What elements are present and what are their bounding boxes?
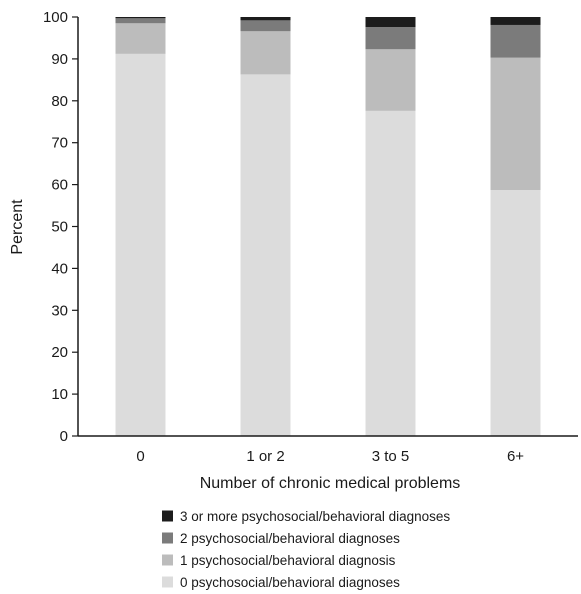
legend-label: 3 or more psychosocial/behavioral diagno… [180, 509, 450, 524]
y-axis-title: Percent [9, 199, 26, 255]
bar-segment [115, 18, 166, 24]
bar-segment [115, 53, 166, 436]
y-tick-label: 40 [51, 260, 68, 277]
bar-segment [365, 110, 416, 436]
y-tick-label: 90 [51, 51, 68, 68]
bar-segment [240, 31, 291, 75]
y-tick-label: 60 [51, 177, 68, 194]
bar-segment [240, 74, 291, 436]
bar-segment [240, 20, 291, 32]
bar-segment [365, 17, 416, 28]
bar-segment [240, 17, 291, 21]
x-tick-label: 3 to 5 [372, 448, 410, 465]
y-tick-label: 30 [51, 302, 68, 319]
y-tick-label: 50 [51, 219, 68, 236]
x-ticks-group: 0 1 or 2 3 to 5 6+ [136, 448, 524, 465]
legend-label: 2 psychosocial/behavioral diagnoses [180, 531, 400, 546]
legend-label: 1 psychosocial/behavioral diagnosis [180, 553, 396, 568]
bar-segment [490, 24, 541, 58]
y-tick-label: 10 [51, 386, 68, 403]
legend-swatch [162, 576, 173, 588]
y-ticks-group: 0 10 20 30 40 50 60 70 80 90 100 [43, 9, 78, 445]
legend-swatch [162, 532, 173, 544]
legend-label: 0 psychosocial/behavioral diagnoses [180, 575, 400, 590]
bar-segment [365, 27, 416, 50]
y-tick-label: 80 [51, 93, 68, 110]
x-tick-label: 6+ [507, 448, 524, 465]
y-tick-label: 100 [43, 9, 68, 26]
y-tick-label: 70 [51, 135, 68, 152]
legend: 3 or more psychosocial/behavioral diagno… [162, 509, 450, 590]
y-tick-label: 0 [60, 428, 68, 445]
bars-group [115, 17, 541, 436]
y-tick-label: 20 [51, 344, 68, 361]
bar-segment [490, 57, 541, 191]
x-tick-label: 0 [136, 448, 144, 465]
bar-segment [115, 17, 166, 19]
legend-swatch [162, 510, 173, 522]
x-axis-title: Number of chronic medical problems [200, 475, 461, 492]
x-tick-label: 1 or 2 [246, 448, 284, 465]
bar-segment [115, 23, 166, 54]
bar-segment [365, 49, 416, 111]
bar-segment [490, 190, 541, 436]
bar-segment [490, 17, 541, 25]
legend-swatch [162, 554, 173, 566]
